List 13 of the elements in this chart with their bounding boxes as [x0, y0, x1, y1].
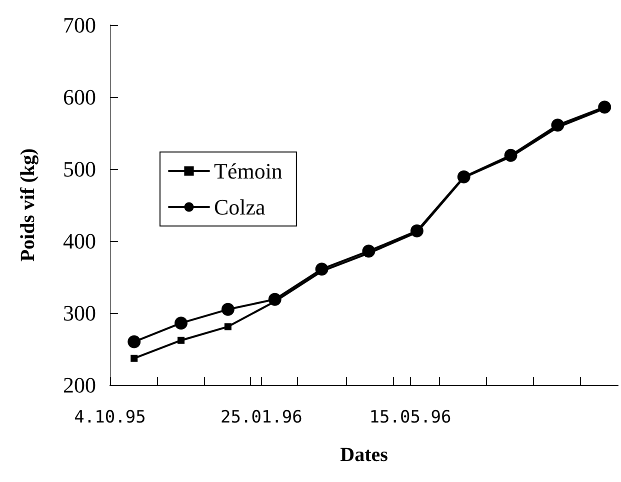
- y-tick-label: 400: [63, 228, 96, 254]
- legend-label: Colza: [214, 194, 266, 220]
- x-tick-label: 4.10.95: [74, 408, 146, 428]
- y-axis-title: Poids vif (kg): [17, 148, 39, 262]
- legend-label: Témoin: [214, 158, 282, 184]
- y-tick-label: 300: [63, 300, 96, 326]
- y-tick-label: 600: [63, 84, 96, 110]
- y-tick-label: 200: [63, 372, 96, 398]
- y-tick-label: 700: [63, 12, 96, 38]
- x-tick-label: 15.05.96: [369, 408, 452, 428]
- y-tick-label: 500: [63, 156, 96, 182]
- x-tick-label: 25.01.96: [220, 408, 302, 428]
- x-axis-title: Dates: [340, 444, 388, 466]
